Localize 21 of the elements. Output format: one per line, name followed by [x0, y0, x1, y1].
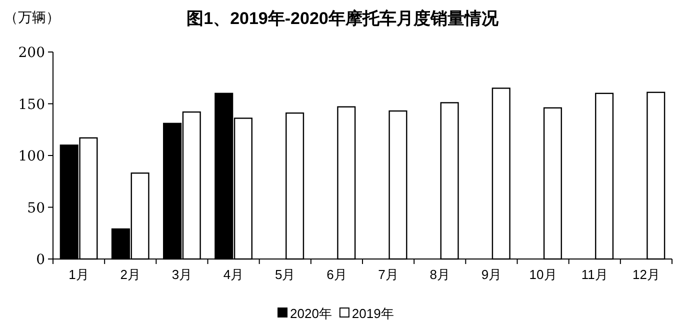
x-tick-label: 5月 — [275, 267, 296, 282]
x-tick-label: 11月 — [581, 267, 608, 282]
x-tick-label: 6月 — [326, 267, 347, 282]
y-tick-label: 50 — [27, 200, 45, 216]
chart-title: 图1、2019年-2020年摩托车月度销量情况 — [186, 9, 500, 28]
y-tick-label: 100 — [18, 148, 45, 164]
y-tick-label: 0 — [36, 252, 45, 268]
x-tick-label: 10月 — [529, 267, 557, 282]
x-tick-label: 1月 — [68, 267, 89, 282]
x-tick-label: 2月 — [120, 267, 140, 282]
y-axis-title: （万辆） — [4, 9, 60, 25]
x-tick-label: 12月 — [632, 267, 660, 282]
y-tick-label: 150 — [18, 96, 45, 113]
legend-label: 2019年 — [352, 306, 394, 321]
x-tick-label: 4月 — [223, 267, 244, 282]
x-tick-label: 9月 — [481, 267, 502, 282]
x-tick-label: 3月 — [172, 267, 192, 282]
y-tick-label: 200 — [18, 45, 45, 61]
x-tick-label: 7月 — [378, 267, 398, 282]
x-tick-label: 8月 — [430, 267, 450, 282]
legend-label: 2020年 — [290, 306, 332, 321]
